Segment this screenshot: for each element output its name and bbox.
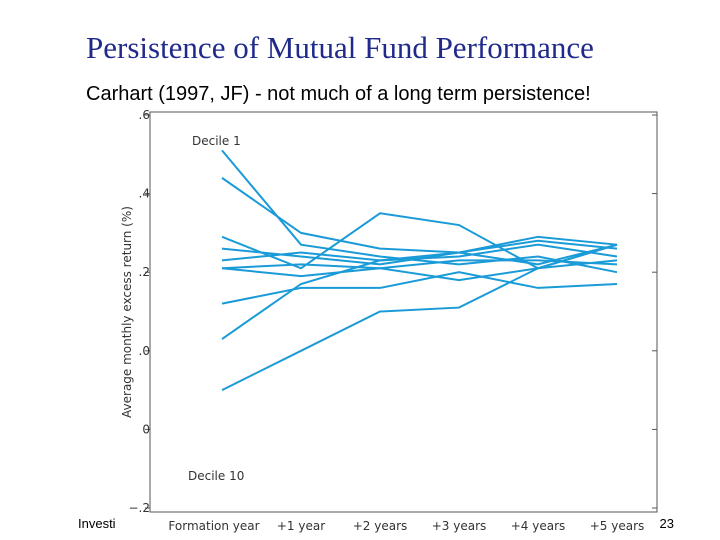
y-tick-label: .6 bbox=[139, 108, 150, 122]
series-line bbox=[221, 177, 618, 254]
annotation: Decile 1 bbox=[192, 134, 241, 148]
y-tick-label: .4 bbox=[139, 187, 150, 201]
plot-frame bbox=[149, 111, 658, 513]
y-tick-label: 0 bbox=[142, 422, 150, 436]
series-line bbox=[221, 259, 618, 282]
series-line bbox=[221, 243, 618, 391]
series-line bbox=[221, 149, 618, 274]
x-tick-label: +3 years bbox=[432, 519, 487, 533]
x-tick-label: +5 years bbox=[590, 519, 645, 533]
footer: Investi bbox=[78, 516, 116, 531]
y-tick-label: −.2 bbox=[128, 501, 150, 515]
x-tick-label: +4 years bbox=[511, 519, 566, 533]
y-tick-label: .0 bbox=[139, 344, 150, 358]
subtitle: Carhart (1997, JF) - not much of a long … bbox=[86, 83, 591, 105]
x-tick-label: +2 years bbox=[353, 519, 408, 533]
x-tick-label: +1 year bbox=[277, 519, 325, 533]
slide-title: Persistence of Mutual Fund Performance bbox=[86, 30, 594, 65]
y-tick-label: .2 bbox=[139, 265, 150, 279]
series-line bbox=[221, 243, 618, 262]
x-tick-label: Formation year bbox=[168, 519, 259, 533]
page-number: 23 bbox=[660, 516, 674, 531]
series-line bbox=[221, 271, 618, 305]
y-axis-label: Average monthly excess return (%) bbox=[120, 206, 134, 418]
annotation: Decile 10 bbox=[188, 469, 244, 483]
series-line bbox=[221, 243, 618, 340]
